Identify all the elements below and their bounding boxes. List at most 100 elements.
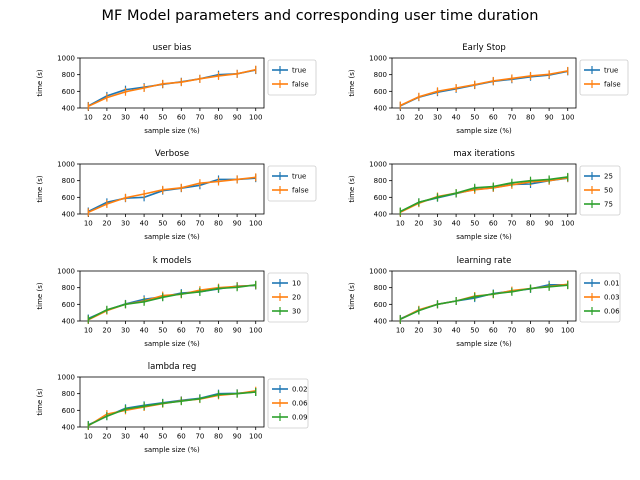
legend: 10 20 30 (267, 272, 309, 323)
legend-label: false (604, 81, 621, 89)
x-tick-label: 80 (214, 114, 223, 122)
subplot-title: k models (153, 256, 192, 266)
x-tick-label: 60 (177, 327, 186, 335)
y-axis-label: time (s) (348, 175, 356, 202)
legend: true false (267, 165, 317, 202)
y-tick-label: 400 (374, 105, 387, 113)
series-line-25 (399, 177, 568, 213)
x-tick-label: 80 (214, 327, 223, 335)
y-tick-label: 800 (62, 284, 75, 292)
series-line-50 (399, 177, 568, 214)
x-tick-label: 90 (233, 220, 242, 228)
x-tick-label: 40 (140, 220, 149, 228)
subplot-title: lambda reg (148, 362, 197, 372)
x-axis-label: sample size (%) (456, 340, 512, 348)
x-axis-label: sample size (%) (144, 127, 200, 135)
legend-box (267, 165, 317, 202)
x-tick-label: 70 (195, 114, 204, 122)
legend: 0.02 0.06 0.09 (267, 378, 309, 429)
y-axis-label: time (s) (36, 175, 44, 202)
x-tick-label: 10 (396, 327, 405, 335)
x-tick-label: 70 (507, 327, 516, 335)
x-tick-label: 20 (102, 220, 111, 228)
x-tick-label: 30 (121, 327, 130, 335)
series-line-false (87, 68, 256, 108)
x-tick-label: 30 (121, 114, 130, 122)
x-tick-label: 80 (526, 114, 535, 122)
series-line-false (87, 176, 256, 214)
legend-label: true (292, 67, 306, 75)
x-tick-label: 70 (195, 433, 204, 441)
subplot-1: Early Stop 10 20 30 40 50 60 70 80 90 100 400 600 800… (348, 43, 629, 135)
x-tick-label: 20 (414, 327, 423, 335)
y-tick-label: 400 (62, 211, 75, 219)
series-line-true (87, 69, 256, 107)
x-tick-label: 40 (140, 327, 149, 335)
legend-label: 0.09 (292, 414, 308, 422)
x-axis-label: sample size (%) (456, 233, 512, 241)
subplot-title: Early Stop (462, 43, 506, 53)
axes-frame (79, 57, 265, 109)
legend-label: 75 (604, 201, 613, 209)
axes-frame (391, 270, 577, 322)
x-tick-label: 100 (249, 433, 262, 441)
subplot-6: lambda reg 10 20 30 40 50 60 70 80 90 100 400 600 800… (36, 362, 309, 454)
series-line-20 (87, 284, 256, 321)
series-line-0.06 (87, 390, 256, 427)
axes-frame (79, 163, 265, 215)
legend-label: 0.06 (292, 400, 308, 408)
subplot-4: k models 10 20 30 40 50 60 70 80 90 100 400 600 800 10… (36, 256, 309, 348)
series-line-0.03 (399, 283, 568, 321)
x-tick-label: 10 (84, 327, 93, 335)
series-line-true (399, 70, 568, 107)
x-tick-label: 60 (177, 220, 186, 228)
legend-label: 50 (604, 187, 613, 195)
y-tick-label: 1000 (369, 55, 387, 63)
subplot-0: user bias 10 20 30 40 50 60 70 80 90 100 400 600 800 1… (36, 43, 317, 135)
x-tick-label: 10 (84, 220, 93, 228)
x-tick-label: 50 (158, 433, 167, 441)
series-line-0.02 (87, 391, 256, 426)
subplot-title: max iterations (453, 149, 515, 159)
y-tick-label: 600 (62, 407, 75, 415)
x-tick-label: 30 (433, 327, 442, 335)
y-tick-label: 600 (62, 301, 75, 309)
x-tick-label: 30 (433, 220, 442, 228)
legend-label: 0.02 (292, 386, 308, 394)
x-tick-label: 90 (545, 114, 554, 122)
y-tick-label: 600 (62, 88, 75, 96)
x-tick-label: 70 (195, 220, 204, 228)
x-tick-label: 50 (158, 327, 167, 335)
y-tick-label: 800 (62, 390, 75, 398)
x-tick-label: 40 (452, 220, 461, 228)
x-tick-label: 100 (561, 220, 574, 228)
subplot-title: learning rate (457, 256, 512, 266)
legend-box (579, 59, 629, 96)
legend: true false (579, 59, 629, 96)
series-line-0.01 (399, 283, 568, 320)
legend-label: 30 (292, 308, 301, 316)
legend: true false (267, 59, 317, 96)
subplot-2: Verbose 10 20 30 40 50 60 70 80 90 100 400 600 800 100… (36, 149, 317, 241)
x-tick-label: 80 (214, 433, 223, 441)
x-tick-label: 50 (158, 114, 167, 122)
legend-label: 10 (292, 280, 301, 288)
x-tick-label: 20 (414, 220, 423, 228)
legend-label: false (292, 81, 309, 89)
x-tick-label: 90 (233, 114, 242, 122)
x-tick-label: 80 (526, 327, 535, 335)
x-tick-label: 20 (102, 327, 111, 335)
subplot-5: learning rate 10 20 30 40 50 60 70 80 90 100 400 600… (348, 256, 621, 348)
y-tick-label: 1000 (369, 161, 387, 169)
legend-label: true (292, 173, 306, 181)
y-axis-label: time (s) (36, 388, 44, 415)
legend-label: 0.01 (604, 280, 620, 288)
x-tick-label: 40 (452, 114, 461, 122)
y-tick-label: 600 (62, 194, 75, 202)
x-tick-label: 100 (561, 114, 574, 122)
x-tick-label: 90 (545, 220, 554, 228)
x-tick-label: 40 (452, 327, 461, 335)
y-tick-label: 800 (62, 71, 75, 79)
x-tick-label: 10 (396, 220, 405, 228)
